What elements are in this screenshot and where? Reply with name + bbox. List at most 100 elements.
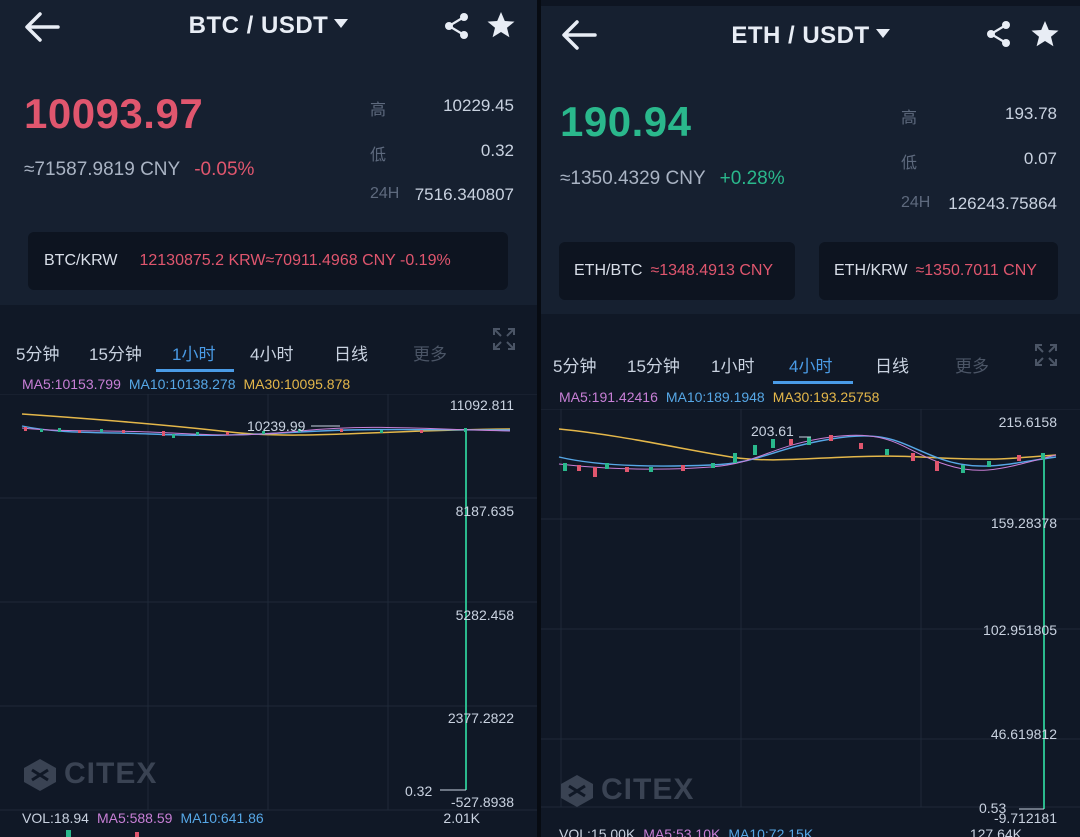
ma5-line — [21, 426, 511, 436]
tab-5min[interactable]: 5分钟 — [553, 357, 597, 376]
vol-ma5-value: MA5:53.10K — [643, 826, 721, 837]
ma-indicator-line: MA5:191.42416 MA10:189.1948 MA30:193.25758 — [559, 389, 879, 405]
vol-ma10-value: MA10:72.15K — [728, 826, 814, 837]
y-axis-tick: 2377.2822 — [447, 710, 514, 726]
y-axis-tick: 159.28378 — [990, 515, 1057, 531]
peak-price-label: 203.61 — [751, 423, 794, 439]
eth-kline-chart[interactable] — [541, 409, 1080, 837]
last-price: 190.94 — [560, 98, 692, 145]
tab-more[interactable]: 更多 — [413, 345, 447, 364]
high-value: 193.78 — [1005, 104, 1057, 123]
star-icon[interactable] — [1030, 19, 1060, 49]
ma30-line — [558, 428, 1057, 461]
vol-ma5-value: MA5:588.59 — [96, 810, 173, 826]
pair-selector[interactable]: ETH / USDT — [541, 22, 1080, 50]
cross-rate-pair: BTC/KRW — [44, 252, 118, 269]
volume-indicator-line: VOL:15.00K MA5:53.10K MA10:72.15K — [559, 826, 813, 837]
cross-rate-value: ≈1350.7011 CNY — [915, 262, 1037, 279]
cross-rate-card[interactable]: BTC/KRW 12130875.2 KRW≈70911.4968 CNY -0.… — [28, 232, 508, 290]
caret-down-icon — [875, 29, 890, 39]
y-axis-tick: 8187.635 — [455, 503, 514, 519]
low-value: 0.32 — [480, 141, 514, 160]
last-price: 10093.97 — [24, 90, 204, 137]
cny-conversion: ≈71587.9819 CNY -0.05% — [24, 159, 254, 181]
active-tab-indicator — [773, 381, 853, 384]
high-label: 高 — [901, 110, 918, 127]
eth-panel: ETH / USDT 190.94 ≈1350.4329 CNY +0.28% 高… — [541, 6, 1080, 837]
y-axis-tick: 46.619812 — [990, 726, 1057, 742]
price-change: +0.28% — [719, 168, 785, 189]
cross-rate-value: 12130875.2 KRW≈70911.4968 CNY -0.19% — [139, 252, 451, 269]
fullscreen-icon[interactable] — [493, 328, 515, 350]
ma5-value: MA5:191.42416 — [559, 389, 658, 405]
ma10-value: MA10:189.1948 — [665, 389, 765, 405]
y-axis-tick: -527.8938 — [450, 794, 514, 810]
btc-header: BTC / USDT — [0, 0, 537, 56]
cross-rate-card[interactable]: ETH/BTC ≈1348.4913 CNY — [559, 242, 795, 300]
ma30-line — [21, 413, 511, 436]
vol-value: VOL:15.00K — [559, 826, 636, 837]
y-axis-tick: 215.6158 — [998, 414, 1057, 430]
ma10-value: MA10:10138.278 — [128, 376, 236, 392]
back-arrow-icon[interactable] — [559, 18, 599, 52]
tab-1h[interactable]: 1小时 — [711, 357, 755, 376]
low-label: 低 — [370, 147, 387, 164]
high-value: 10229.45 — [443, 96, 514, 115]
caret-down-icon — [334, 19, 349, 29]
tab-daily[interactable]: 日线 — [875, 357, 909, 376]
btc-kline-chart[interactable] — [0, 394, 537, 837]
y-axis-tick: -9.712181 — [993, 810, 1057, 826]
tab-5min[interactable]: 5分钟 — [16, 345, 60, 364]
y-axis-tick: 102.951805 — [983, 622, 1057, 638]
fullscreen-icon[interactable] — [1035, 344, 1057, 366]
interval-tabs: 5分钟 15分钟 1小时 4小时 日线 更多 — [0, 322, 537, 378]
vol-value: VOL:18.94 — [22, 810, 89, 826]
ma30-value: MA30:10095.878 — [243, 376, 351, 392]
cny-conversion: ≈1350.4329 CNY +0.28% — [560, 168, 785, 190]
cross-rate-pair: ETH/KRW — [834, 262, 908, 279]
watermark: CITEX — [559, 773, 694, 808]
ma30-value: MA30:193.25758 — [772, 389, 880, 405]
min-price-label: 0.32 — [405, 783, 433, 799]
ma-indicator-line: MA5:10153.799 MA10:10138.278 MA30:10095.87… — [22, 376, 350, 392]
cross-rate-pair: ETH/BTC — [574, 262, 643, 279]
volume-label: 24H — [901, 194, 931, 211]
btc-panel: BTC / USDT 10093.97 ≈71587.9819 CNY -0.05… — [0, 0, 537, 837]
vol-axis-max: 127.64K — [969, 826, 1022, 837]
tab-15min[interactable]: 15分钟 — [89, 345, 142, 364]
citex-logo-icon — [24, 759, 56, 792]
cny-value: ≈1350.4329 CNY — [560, 168, 706, 189]
min-price-label: 0.53 — [979, 800, 1007, 816]
tab-4h[interactable]: 4小时 — [250, 345, 294, 364]
watermark-text: CITEX — [64, 757, 158, 790]
tab-4h[interactable]: 4小时 — [789, 357, 833, 376]
tab-daily[interactable]: 日线 — [334, 345, 368, 364]
share-icon[interactable] — [444, 12, 470, 40]
peak-price-label: 10239.99 — [247, 418, 306, 434]
vol-ma10-value: MA10:641.86 — [180, 810, 264, 826]
cny-value: ≈71587.9819 CNY — [24, 159, 181, 180]
citex-logo-icon — [561, 775, 593, 808]
tab-1h[interactable]: 1小时 — [172, 345, 216, 364]
pair-title: BTC / USDT — [188, 12, 329, 39]
volume-label: 24H — [370, 185, 400, 202]
star-icon[interactable] — [486, 10, 516, 40]
vol-axis-max: 2.01K — [443, 810, 480, 826]
watermark: CITEX — [22, 757, 157, 792]
y-axis-tick: 11092.811 — [449, 397, 514, 413]
high-label: 高 — [370, 102, 387, 119]
y-axis-tick: 5282.458 — [455, 607, 514, 623]
interval-tabs: 5分钟 15分钟 1小时 4小时 日线 更多 — [541, 334, 1080, 390]
tab-15min[interactable]: 15分钟 — [627, 357, 680, 376]
share-icon[interactable] — [986, 20, 1012, 48]
cross-rate-value: ≈1348.4913 CNY — [650, 262, 774, 279]
active-tab-indicator — [156, 369, 234, 372]
cross-rate-card[interactable]: ETH/KRW ≈1350.7011 CNY — [819, 242, 1058, 300]
pair-selector[interactable]: BTC / USDT — [0, 12, 537, 40]
low-value: 0.07 — [1023, 149, 1057, 168]
volume-value: 7516.340807 — [414, 185, 514, 204]
ma5-value: MA5:10153.799 — [22, 376, 121, 392]
tab-more[interactable]: 更多 — [955, 357, 989, 376]
eth-header: ETH / USDT — [541, 6, 1080, 62]
back-arrow-icon[interactable] — [22, 10, 62, 44]
